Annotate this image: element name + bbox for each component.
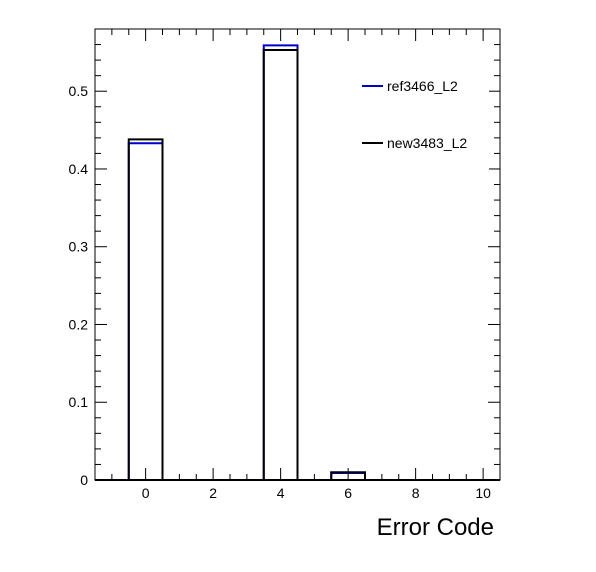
axes-layer: 0 0.1 0.2 0.3 0.4 0.5 0 2 4 6 8 10 bbox=[69, 28, 501, 501]
x-tick-label: 8 bbox=[412, 485, 420, 501]
y-tick-label: 0.1 bbox=[69, 394, 89, 410]
y-tick-label: 0.2 bbox=[69, 316, 89, 332]
legend-label-new: new3483_L2 bbox=[387, 135, 467, 151]
bar-new-4 bbox=[262, 48, 299, 480]
y-tick-label: 0.4 bbox=[69, 161, 89, 177]
legend: ref3466_L2 new3483_L2 bbox=[355, 62, 489, 170]
y-tick-label: 0 bbox=[80, 472, 88, 488]
y-tick-label: 0.3 bbox=[69, 239, 89, 255]
y-tick-label: 0.5 bbox=[69, 83, 89, 99]
x-tick-label: 10 bbox=[475, 485, 491, 501]
x-tick-label: 0 bbox=[142, 485, 150, 501]
x-tick-label: 2 bbox=[209, 485, 217, 501]
legend-box bbox=[355, 62, 489, 170]
bar-new-0 bbox=[127, 138, 164, 480]
x-tick-label: 6 bbox=[344, 485, 352, 501]
x-tick-label: 4 bbox=[277, 485, 285, 501]
legend-label-ref: ref3466_L2 bbox=[387, 78, 458, 94]
x-axis-title: Error Code bbox=[377, 514, 494, 541]
